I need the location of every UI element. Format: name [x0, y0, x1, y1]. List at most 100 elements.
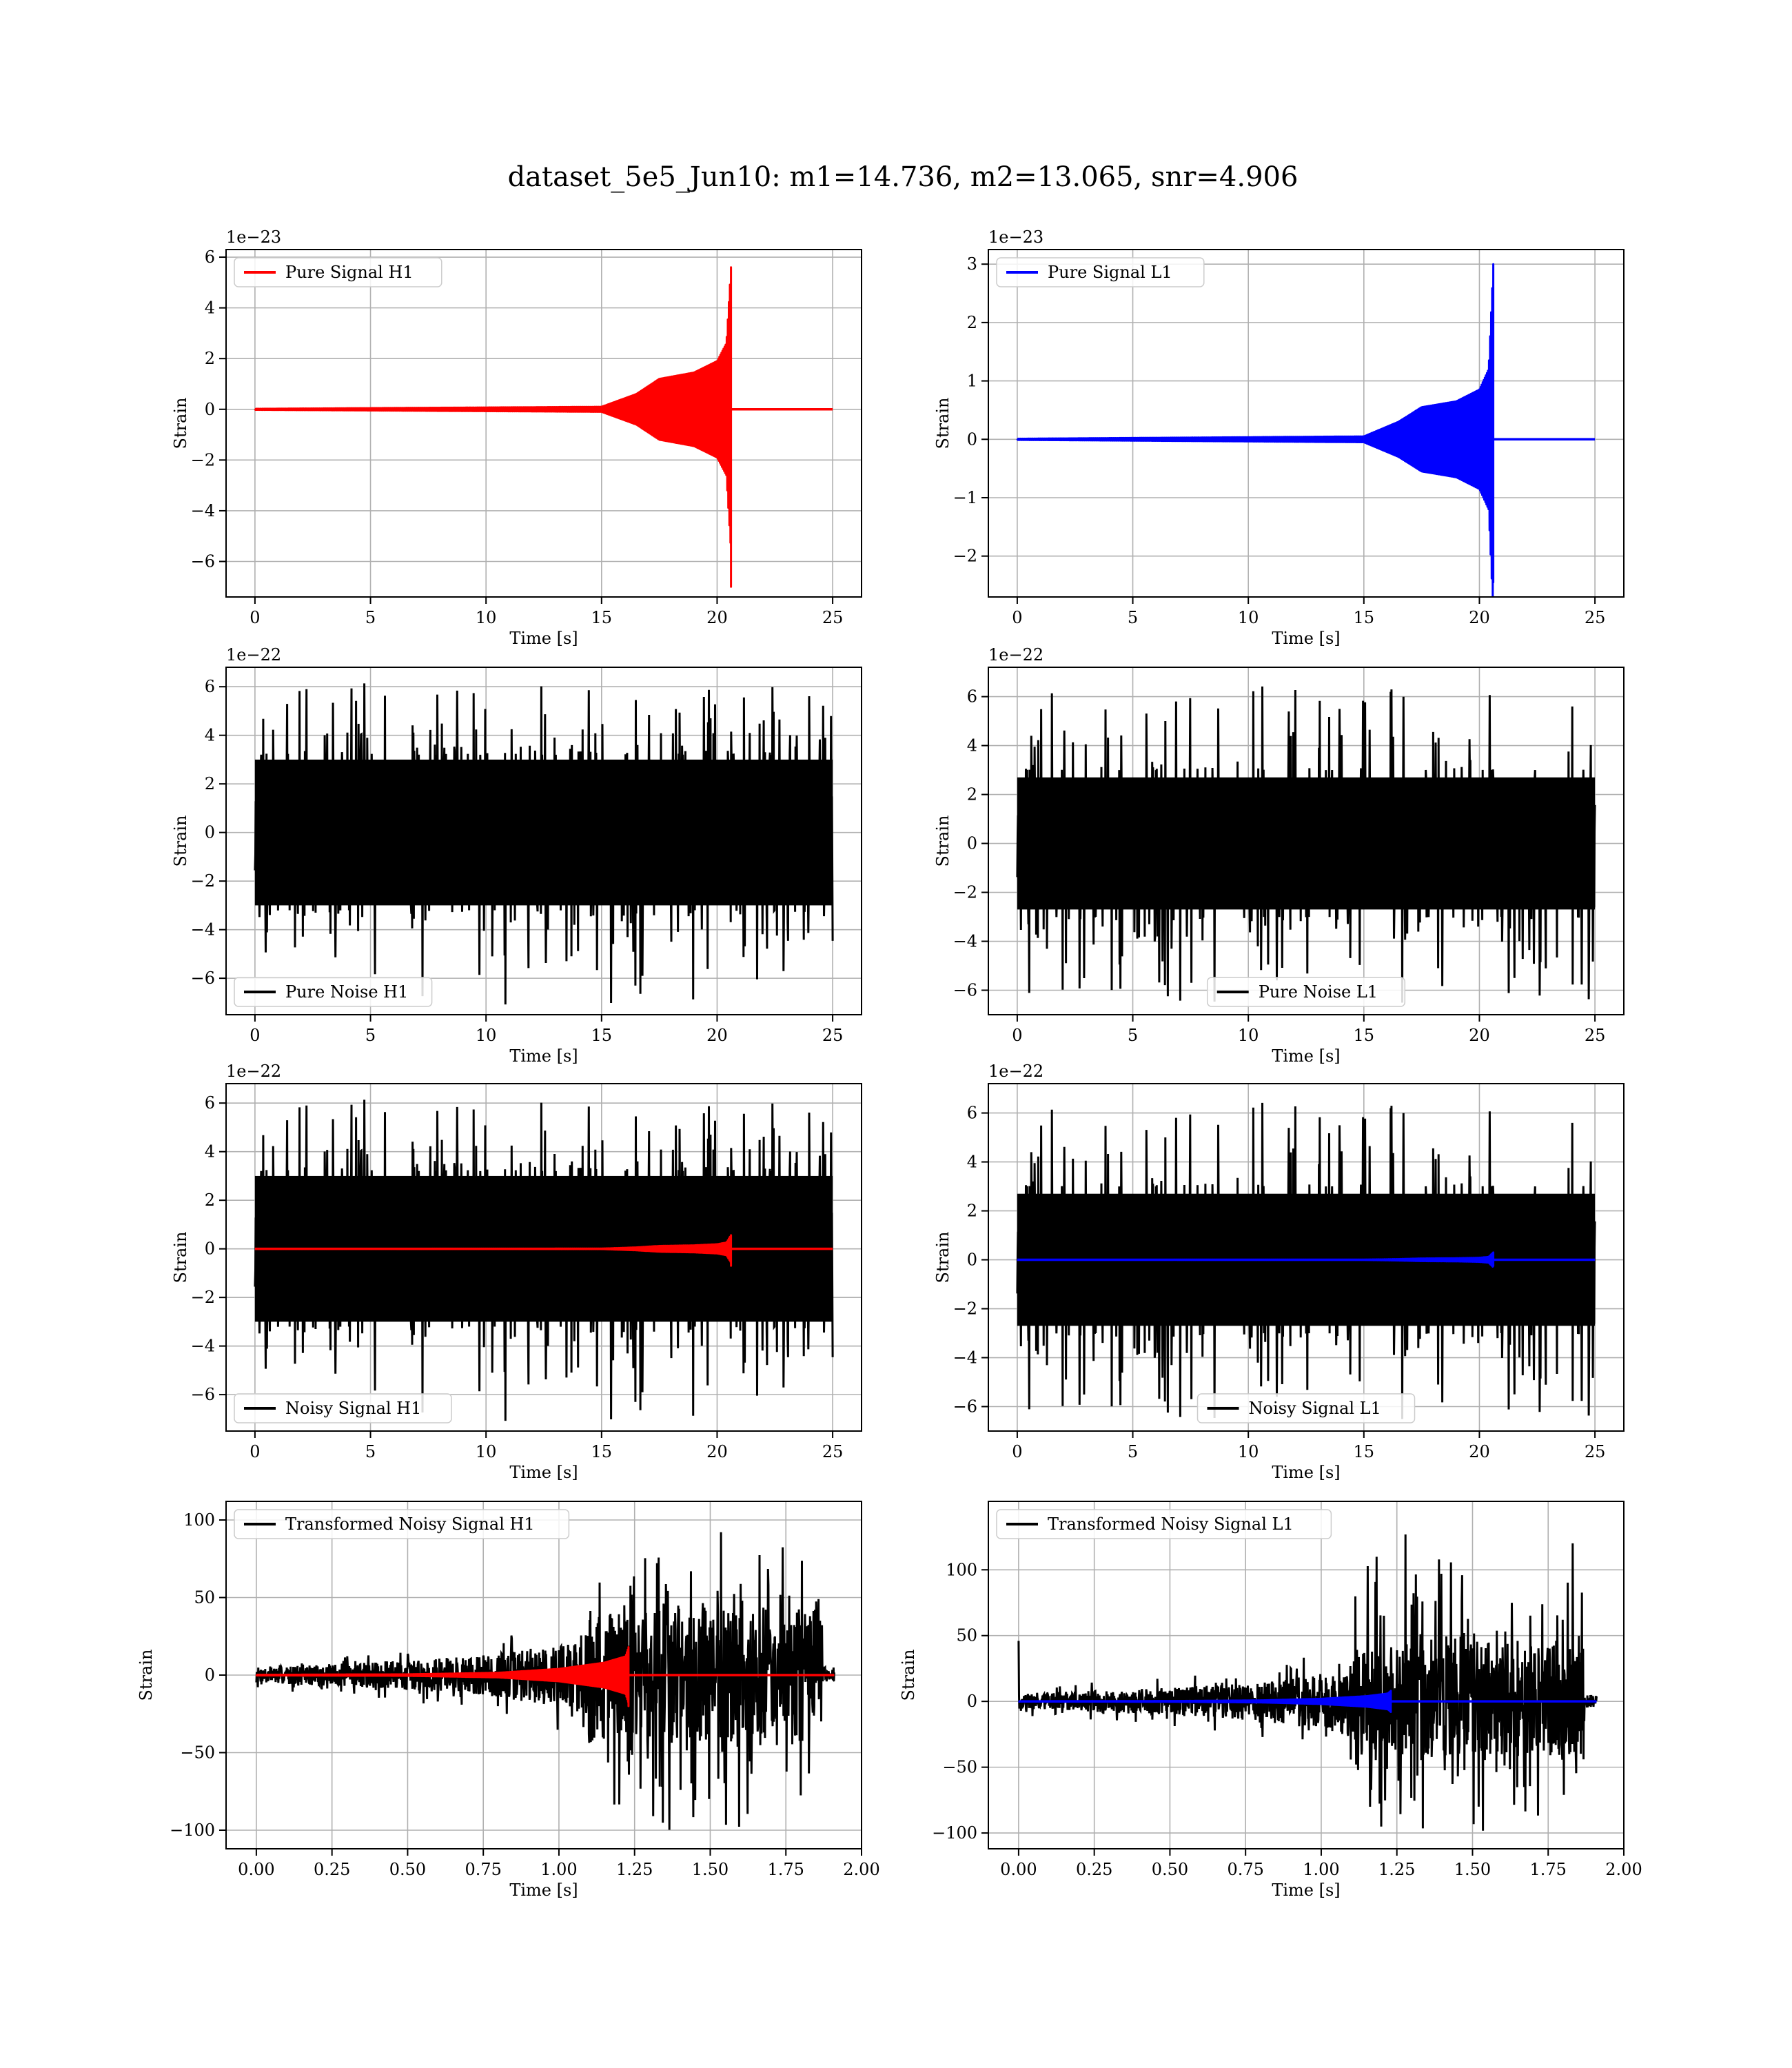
x-tick-label: 1.25 [1378, 1860, 1415, 1879]
y-tick-label: −2 [953, 883, 977, 902]
legend-box [234, 977, 433, 1007]
plot-area [1016, 686, 1596, 1003]
y-tick-label: −1 [953, 488, 977, 507]
axes-frame [988, 249, 1625, 598]
x-tick-label: 0 [250, 608, 260, 627]
x-tick-label: 0 [250, 1026, 260, 1045]
y-tick-label: −4 [191, 1337, 215, 1356]
series-1 [1018, 1690, 1597, 1713]
x-axis-label: Time [s] [1272, 1881, 1340, 1900]
subplot-pure-noise-h1: 0 5 10 15 20 25 −6 −4 −2 0 2 4 6 Time [s] Strain 1e−22 P… [171, 645, 862, 1066]
series-chirp-line [254, 1234, 733, 1267]
x-tick-label: 1.50 [692, 1860, 729, 1879]
plot-area [1016, 1102, 1596, 1419]
series-0 [1016, 263, 1596, 597]
y-tick-label: −6 [953, 1397, 977, 1417]
legend-box [234, 257, 442, 287]
y-axis-label: Strain [899, 1650, 918, 1701]
x-tick-label: 10 [1238, 1026, 1259, 1045]
x-tick-label: 1.00 [1303, 1860, 1339, 1879]
x-tick-label: 1.75 [768, 1860, 804, 1879]
x-tick-label: 1.25 [616, 1860, 653, 1879]
legend: Pure Signal L1 [996, 257, 1205, 287]
series-chirp-line [255, 1646, 630, 1707]
x-tick-label: 25 [1585, 1026, 1606, 1045]
subplot-noisy-signal-h1: 0 5 10 15 20 25 −6 −4 −2 0 2 4 6 Time [s] Strain 1e−22 N… [171, 1062, 862, 1482]
legend-box [234, 1393, 452, 1423]
series-0 [254, 266, 833, 588]
plot-area [254, 1099, 834, 1421]
subplot-pure-noise-l1: 0 5 10 15 20 25 −6 −4 −2 0 2 4 6 Time [s] Strain 1e−22 P… [933, 645, 1625, 1066]
y-tick-label: 6 [967, 687, 977, 707]
axes-frame [988, 1501, 1625, 1849]
y-tick-label: 4 [967, 1153, 977, 1172]
x-axis-label: Time [s] [1272, 1046, 1340, 1066]
y-axis-label: Strain [933, 1232, 953, 1284]
subplot-noisy-signal-l1: 0 5 10 15 20 25 −6 −4 −2 0 2 4 6 Time [s] Strain 1e−22 N… [933, 1062, 1625, 1482]
x-tick-label: 0 [1012, 1026, 1022, 1045]
x-tick-label: 0 [1012, 1442, 1022, 1461]
x-tick-label: 0.50 [1152, 1860, 1188, 1879]
x-tick-label: 0 [250, 1442, 260, 1461]
legend-box [234, 1509, 570, 1539]
x-tick-label: 20 [706, 1026, 728, 1045]
y-tick-label: −6 [191, 1385, 215, 1404]
x-axis-label: Time [s] [1272, 1463, 1340, 1482]
series-0 [254, 683, 834, 1005]
y-tick-label: 6 [967, 1104, 977, 1123]
x-tick-label: 5 [365, 1442, 376, 1461]
x-tick-label: 1.00 [540, 1860, 577, 1879]
series-chirp-line [1017, 1251, 1495, 1268]
x-tick-label: 2.00 [1605, 1860, 1642, 1879]
y-tick-label: 4 [205, 726, 215, 745]
legend-box [996, 1509, 1332, 1539]
y-tick-label: 4 [967, 736, 977, 756]
y-axis-label: Strain [171, 815, 190, 867]
x-axis-label: Time [s] [509, 629, 578, 648]
y-tick-label: 2 [205, 1190, 215, 1210]
y-tick-label: 3 [967, 254, 977, 274]
x-tick-label: 0.00 [238, 1860, 274, 1879]
y-tick-label: −6 [191, 969, 215, 988]
x-tick-label: 5 [365, 608, 376, 627]
x-tick-label: 10 [1238, 1442, 1259, 1461]
series-noise-line [254, 1099, 834, 1421]
legend: Transformed Noisy Signal L1 [996, 1509, 1332, 1539]
x-tick-label: 2.00 [843, 1860, 879, 1879]
x-tick-label: 20 [706, 1442, 728, 1461]
y-tick-label: 2 [967, 1202, 977, 1221]
plot-area [254, 683, 834, 1005]
x-tick-label: 0.25 [1076, 1860, 1112, 1879]
subplot-transformed-noisy-signal-h1: 0.00 0.25 0.50 0.75 1.00 1.25 1.50 1.75 2.00 −100… [136, 1501, 880, 1900]
x-tick-label: 15 [591, 1026, 613, 1045]
y-tick-label: 4 [205, 1142, 215, 1162]
x-tick-label: 15 [1354, 608, 1375, 627]
x-axis-label: Time [s] [509, 1046, 578, 1066]
x-tick-label: 0.50 [389, 1860, 426, 1879]
y-tick-label: 50 [194, 1588, 215, 1608]
y-tick-label: −2 [953, 1299, 977, 1319]
y-tick-label: 0 [205, 823, 215, 842]
series-whitened-line [255, 1532, 835, 1830]
x-tick-label: 5 [365, 1026, 376, 1045]
y-tick-label: 2 [967, 785, 977, 804]
y-tick-label: −50 [180, 1743, 215, 1763]
y-tick-label: 2 [205, 349, 215, 368]
subplot-pure-signal-h1: 0 5 10 15 20 25 −6 −4 −2 0 2 4 6 Time [s] Strain 1e−23P… [171, 227, 862, 648]
y-tick-label: −2 [191, 450, 215, 469]
y-tick-label: −4 [191, 501, 215, 520]
axis-offset-text: 1e−22 [226, 1062, 281, 1081]
y-tick-label: 2 [967, 313, 977, 332]
x-tick-label: 1.75 [1530, 1860, 1567, 1879]
x-tick-label: 20 [1469, 608, 1490, 627]
y-tick-label: 4 [205, 298, 215, 318]
axes-frame [988, 1083, 1625, 1432]
y-tick-label: 100 [946, 1560, 977, 1579]
plot-area [255, 1532, 835, 1830]
series-0 [1016, 686, 1596, 1003]
legend-box [996, 257, 1205, 287]
x-tick-label: 5 [1128, 1442, 1138, 1461]
series-0 [1017, 1534, 1598, 1831]
y-tick-label: −100 [170, 1821, 215, 1840]
